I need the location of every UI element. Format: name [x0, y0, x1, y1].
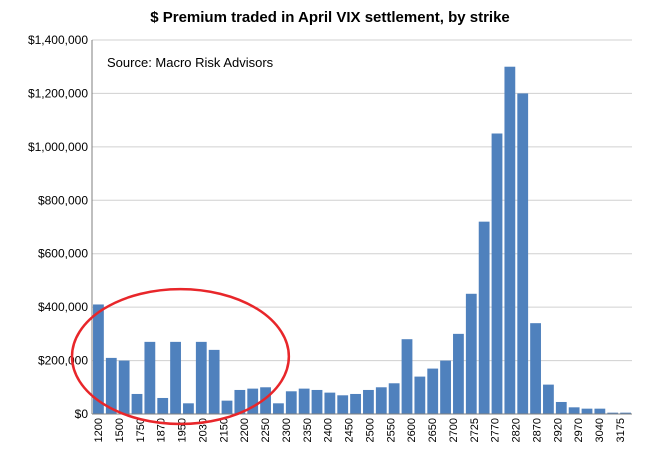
x-tick-label: 2820 — [511, 418, 523, 442]
bar — [440, 360, 451, 414]
bar — [260, 387, 271, 414]
bar — [620, 412, 631, 414]
bar — [478, 221, 490, 414]
gridlines — [92, 39, 632, 362]
bar — [530, 323, 541, 414]
x-tick-label: 1950 — [177, 418, 189, 442]
bar — [363, 389, 374, 414]
bar — [131, 393, 143, 414]
bar — [324, 392, 336, 414]
bar — [504, 66, 516, 414]
x-tick-label: 2350 — [302, 418, 314, 442]
y-tick-label: $1,000,000 — [28, 140, 88, 154]
bar — [170, 341, 181, 414]
y-tick-label: $1,200,000 — [28, 86, 88, 100]
y-tick-label: $400,000 — [38, 300, 88, 314]
bar — [247, 388, 259, 414]
bar — [273, 403, 284, 414]
x-tick-label: 2200 — [239, 418, 251, 442]
y-tick-label: $600,000 — [38, 247, 88, 261]
bar — [517, 93, 529, 414]
bar — [568, 407, 580, 414]
bar — [144, 341, 156, 414]
bar — [581, 408, 593, 414]
highlight-ellipse — [70, 287, 291, 426]
bar — [350, 393, 361, 414]
bar — [221, 400, 233, 414]
bar — [465, 293, 477, 414]
bar — [491, 133, 503, 414]
x-axis-ticks: 1200 1500 1750 1870 1950 2030 2150 2200 2250 2300… — [93, 418, 627, 442]
x-tick-label: 3175 — [615, 418, 627, 442]
y-axis-ticks: $0 $200,000 $400,000 $600,000 $800,000 $1,000… — [28, 33, 88, 421]
bar — [195, 341, 207, 414]
bar — [118, 360, 130, 414]
y-tick-label: $800,000 — [38, 193, 88, 207]
bar — [234, 389, 246, 414]
chart-title: $ Premium traded in April VIX settlement… — [150, 9, 510, 26]
bar — [208, 349, 220, 414]
x-tick-label: 2870 — [531, 418, 543, 442]
bar — [453, 333, 464, 414]
x-tick-label: 2450 — [344, 418, 356, 442]
x-tick-label: 2550 — [385, 418, 397, 442]
y-tick-label: $0 — [75, 407, 89, 421]
bar — [401, 339, 413, 414]
bar — [157, 397, 169, 414]
x-tick-label: 1200 — [93, 418, 105, 442]
x-tick-label: 2150 — [218, 418, 230, 442]
bar — [607, 412, 619, 414]
x-tick-label: 2650 — [427, 418, 439, 442]
x-tick-label: 3040 — [594, 418, 606, 442]
x-tick-label: 2600 — [406, 418, 418, 442]
bar — [93, 304, 104, 414]
x-tick-label: 2920 — [552, 418, 564, 442]
x-tick-label: 2300 — [281, 418, 293, 442]
x-tick-label: 1750 — [135, 418, 147, 442]
y-tick-label: $200,000 — [38, 354, 88, 368]
x-tick-label: 2770 — [490, 418, 502, 442]
bar — [427, 368, 439, 414]
bar — [285, 391, 297, 414]
source-annotation: Source: Macro Risk Advisors — [107, 55, 274, 70]
x-tick-label: 2500 — [364, 418, 376, 442]
bar — [183, 403, 194, 414]
bar — [414, 376, 426, 414]
x-tick-label: 2725 — [469, 418, 481, 442]
bar — [105, 357, 117, 414]
bar — [388, 383, 400, 414]
x-tick-label: 2400 — [323, 418, 335, 442]
bar — [337, 395, 349, 414]
bars — [93, 66, 631, 414]
bar — [543, 384, 554, 414]
bar — [311, 389, 323, 414]
x-tick-label: 2250 — [260, 418, 272, 442]
x-tick-label: 1500 — [114, 418, 126, 442]
x-tick-label: 2700 — [448, 418, 460, 442]
y-tick-label: $1,400,000 — [28, 33, 88, 47]
bar — [594, 408, 606, 414]
bar — [298, 388, 310, 414]
x-tick-label: 2970 — [573, 418, 585, 442]
bar — [375, 387, 387, 414]
bar — [555, 401, 567, 414]
